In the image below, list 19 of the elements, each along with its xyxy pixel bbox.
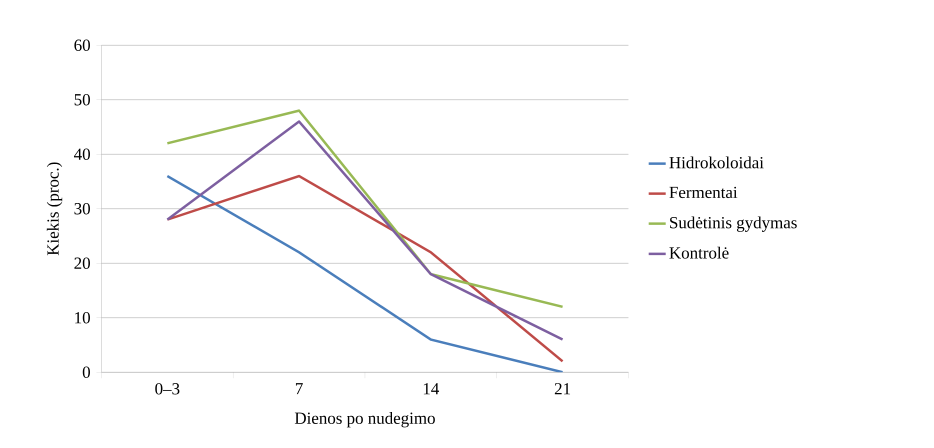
line-series [166,120,564,341]
line-series [166,109,564,308]
x-tick-label: 0–3 [155,383,180,395]
y-tick-label: 30 [74,203,90,214]
y-tick-label: 0 [82,366,90,378]
legend-label: Hidrokoloidai [669,156,764,168]
y-axis-title: Kiekis (proc.) [46,162,62,256]
y-tick-label: 60 [74,40,90,51]
y-tick-label: 20 [74,258,90,269]
x-tick-label: 7 [296,383,303,394]
y-tick-label: 50 [74,94,90,106]
y-tick-label: 40 [74,148,90,160]
x-tick-label: 14 [424,383,440,394]
x-tick-label: 21 [554,383,570,394]
legend-label: Fermentai [669,186,738,198]
y-tick-label: 10 [75,312,90,324]
legend-label: Kontrolė [669,246,729,259]
x-axis-title: Dienos po nudegimo [294,412,435,428]
legend-label: Sudėtinis gydymas [670,216,797,232]
